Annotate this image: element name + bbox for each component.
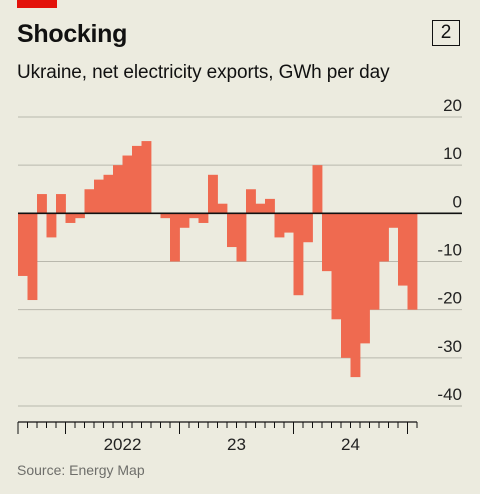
- data-bar: [179, 213, 190, 228]
- y-tick-label: 20: [443, 96, 462, 115]
- y-tick-label: -10: [437, 241, 462, 260]
- data-bar: [303, 213, 313, 243]
- data-bar: [274, 213, 285, 238]
- data-bar: [322, 213, 332, 272]
- x-tick-label: 23: [227, 435, 246, 454]
- data-bar: [341, 213, 351, 358]
- data-bar: [84, 189, 95, 214]
- data-bar: [312, 165, 323, 214]
- data-bar: [141, 141, 152, 214]
- y-tick-label: -20: [437, 289, 462, 308]
- data-bar: [388, 213, 399, 228]
- axes: 20 10 0 -10 -20 -30 -40 2022 23 24: [17, 96, 462, 454]
- data-bar: [198, 213, 209, 223]
- gridlines: [18, 116, 462, 407]
- data-bar: [398, 213, 408, 286]
- data-bar: [189, 213, 199, 219]
- y-tick-label: -40: [437, 385, 462, 404]
- data-bar: [65, 213, 76, 223]
- y-tick-label: 0: [453, 192, 462, 211]
- chart-number-badge: 2: [432, 20, 460, 46]
- data-bar: [246, 189, 256, 214]
- y-tick-label: 10: [443, 144, 462, 163]
- data-bar: [331, 213, 342, 320]
- data-bar: [360, 213, 370, 344]
- data-bar: [265, 198, 275, 214]
- data-bar: [255, 203, 266, 214]
- data-bar: [293, 213, 304, 296]
- data-bar: [94, 179, 104, 214]
- data-bar: [160, 213, 171, 219]
- data-bar: [56, 194, 66, 214]
- chart-title: Shocking: [17, 20, 128, 48]
- data-bar: [217, 203, 228, 214]
- data-bar: [37, 194, 47, 214]
- data-bar: [27, 213, 38, 301]
- chart-subtitle: Ukraine, net electricity exports, GWh pe…: [17, 62, 390, 83]
- source-note: Source: Energy Map: [17, 462, 145, 478]
- data-bar: [208, 174, 218, 214]
- data-bar: [113, 165, 123, 214]
- data-bar: [132, 145, 142, 214]
- data-bar: [75, 213, 85, 219]
- brand-red-tab: [17, 0, 57, 8]
- data-bar: [170, 213, 180, 262]
- data-bar: [103, 174, 114, 214]
- x-tick-label: 2022: [104, 435, 142, 454]
- data-bar: [350, 213, 361, 378]
- x-tick-label: 24: [341, 435, 360, 454]
- data-bar: [18, 213, 28, 276]
- data-bar: [46, 213, 57, 238]
- bars: [18, 141, 418, 378]
- data-bar: [407, 213, 418, 310]
- data-bar: [369, 213, 380, 310]
- y-tick-label: -30: [437, 337, 462, 356]
- data-bar: [236, 213, 247, 262]
- data-bar: [122, 155, 133, 214]
- data-bar: [284, 213, 294, 233]
- data-bar: [227, 213, 237, 248]
- data-bar: [379, 213, 389, 262]
